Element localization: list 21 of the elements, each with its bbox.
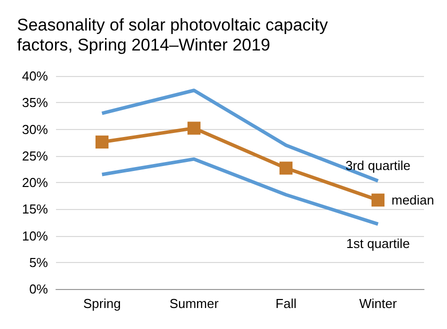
- series-label: 3rd quartile: [345, 158, 411, 173]
- series-label: 1st quartile: [346, 236, 410, 252]
- y-tick-label: 20%: [22, 175, 48, 190]
- point: [372, 194, 384, 207]
- point: [96, 136, 108, 149]
- y-tick-label: 10%: [22, 228, 48, 244]
- x-tick-label: Spring: [83, 296, 121, 311]
- point: [188, 122, 200, 135]
- x-tick-label: Fall: [276, 296, 297, 311]
- y-tick-label: 15%: [22, 202, 48, 217]
- y-tick-label: 0%: [29, 282, 48, 296]
- y-tick-label: 25%: [22, 148, 48, 164]
- y-tick-label: 35%: [22, 95, 48, 110]
- x-tick-label: Winter: [359, 296, 398, 311]
- x-tick-label: Summer: [169, 296, 220, 311]
- y-tick-label: 5%: [29, 254, 48, 270]
- series-label: median: [392, 192, 434, 208]
- chart-title: Seasonality of solar photovoltaic capacity factors, Spring 2014–Winter 2019: [17, 16, 333, 54]
- y-tick-label: 30%: [22, 122, 48, 137]
- y-tick-label: 40%: [22, 68, 48, 84]
- point: [280, 162, 292, 175]
